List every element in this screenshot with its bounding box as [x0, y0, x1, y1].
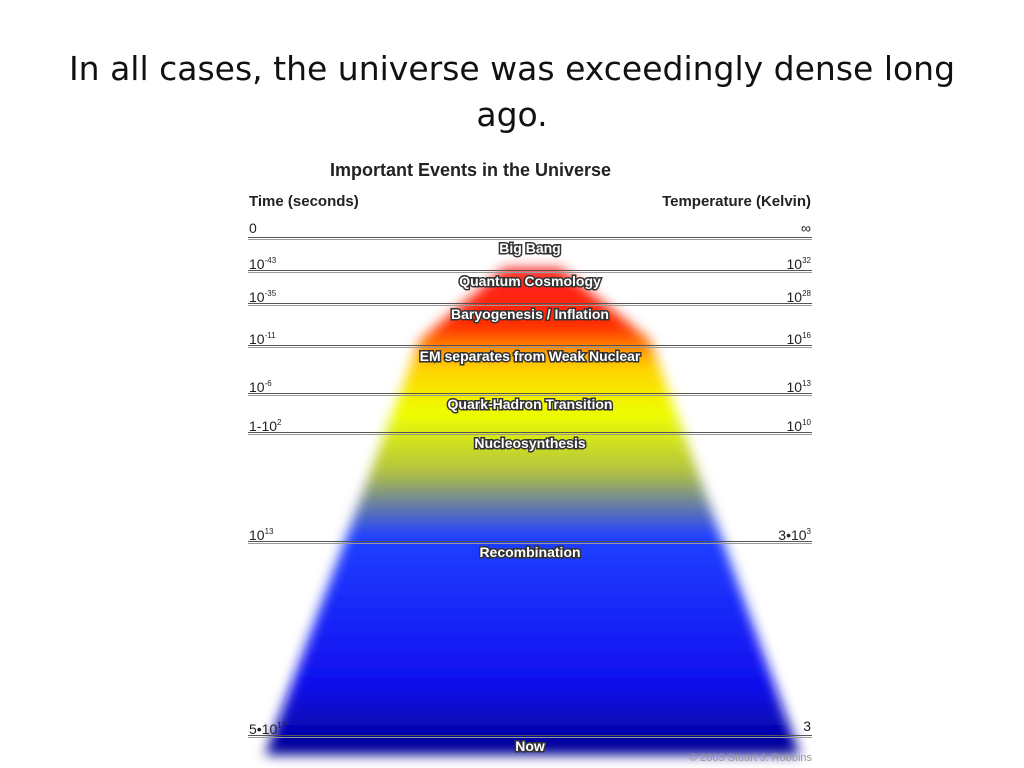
- row-line: [248, 303, 812, 306]
- exponent: 2: [277, 418, 282, 427]
- value-text: 10: [249, 379, 265, 395]
- event-label: Quantum Cosmology: [458, 272, 603, 291]
- value-text: 1-10: [249, 418, 278, 434]
- value-text: 10: [786, 289, 803, 305]
- exponent: -6: [264, 379, 272, 388]
- exponent: 28: [802, 289, 811, 298]
- value-text: 10: [249, 331, 265, 347]
- row-line: [248, 270, 812, 273]
- value-text: 0: [249, 220, 257, 236]
- row-line: [248, 432, 812, 435]
- time-label: 1-102: [249, 415, 281, 434]
- exponent: 17: [277, 721, 287, 730]
- temperature-label: 3: [803, 718, 811, 734]
- event-label: Recombination: [478, 543, 582, 562]
- exponent: 16: [802, 331, 811, 340]
- time-label: 10-11: [249, 328, 276, 347]
- time-label: 10-43: [249, 253, 276, 272]
- exponent: 13: [802, 379, 811, 388]
- value-text: 10: [249, 256, 265, 272]
- temperature-label: 1010: [787, 415, 811, 434]
- value-text: 10: [786, 256, 803, 272]
- time-header: Time (seconds): [249, 193, 359, 210]
- temperature-label: 1032: [787, 253, 811, 272]
- row-line: [248, 735, 812, 738]
- temperature-label: 1016: [787, 328, 811, 347]
- value-text: 10: [786, 331, 803, 347]
- time-label: 1013: [249, 524, 273, 543]
- diagram-title: Important Events in the Universe: [330, 160, 612, 180]
- event-label: Quark-Hadron Transition: [446, 395, 614, 414]
- exponent: -11: [264, 331, 276, 340]
- exponent: -43: [264, 256, 277, 265]
- exponent: 32: [802, 256, 811, 265]
- row-line: [248, 541, 812, 544]
- temperature-label: ∞: [801, 220, 811, 236]
- time-label: 0: [249, 220, 257, 236]
- value-text: 10: [786, 379, 803, 395]
- exponent: 13: [264, 527, 274, 536]
- slide-title: In all cases, the universe was exceeding…: [68, 49, 956, 134]
- time-label: 10-35: [249, 286, 276, 305]
- temperature-label: 1028: [787, 286, 811, 305]
- value-text: ∞: [801, 220, 811, 236]
- row-line: [248, 393, 812, 396]
- event-label: Big Bang: [498, 239, 562, 258]
- row-line: [248, 345, 812, 348]
- exponent: -35: [264, 289, 277, 298]
- event-label: Baryogenesis / Inflation: [450, 305, 611, 324]
- row-line: [248, 237, 812, 240]
- value-text: 3: [803, 718, 811, 734]
- exponent: 3: [806, 527, 811, 536]
- value-text: 10: [249, 289, 265, 305]
- value-text: 3•10: [778, 527, 807, 543]
- event-label: Now: [514, 737, 547, 756]
- temperature-label: 1013: [787, 376, 811, 395]
- value-text: 10: [786, 418, 803, 434]
- event-label: Nucleosynthesis: [473, 434, 587, 453]
- temperature-header: Temperature (Kelvin): [662, 193, 811, 210]
- event-label: EM separates from Weak Nuclear: [418, 347, 642, 366]
- time-label: 5•1017: [249, 718, 286, 737]
- value-text: 5•10: [249, 721, 278, 737]
- temperature-label: 3•103: [778, 524, 811, 543]
- exponent: 10: [802, 418, 811, 427]
- value-text: 10: [249, 527, 265, 543]
- credit: © 2003 Stuart J. Robbins: [688, 752, 812, 764]
- time-label: 10-6: [249, 376, 272, 395]
